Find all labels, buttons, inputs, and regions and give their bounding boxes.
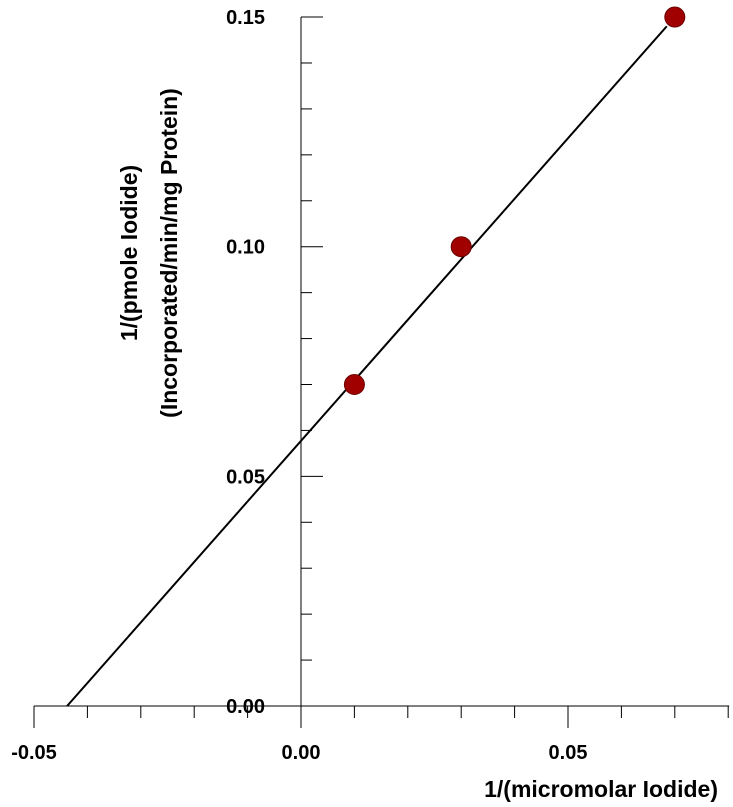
fit-line [66,25,668,707]
x-axis-label: 1/(micromolar Iodide) [484,776,718,802]
data-point [664,6,686,28]
x-tick-label: 0.00 [282,742,321,764]
x-tick-label: -0.05 [11,742,57,764]
y-axis-label-line-2: (Incorporated/min/mg Protein) [156,88,182,418]
y-tick-label: 0.00 [226,696,265,718]
data-point [450,236,472,258]
tick-labels: -0.05 0.00 0.05 0.00 0.05 0.10 0.15 [11,7,587,764]
y-axis-label-line-1: 1/(pmole Iodide) [116,165,142,341]
data-point [343,373,365,395]
y-axis-label-group: 1/(pmole Iodide) (Incorporated/min/mg Pr… [116,88,182,418]
y-tick-label: 0.15 [226,7,265,29]
y-tick-label: 0.05 [226,466,265,488]
fit-line-group [66,25,668,707]
data-points [343,6,686,395]
x-tick-label: 0.05 [549,742,588,764]
y-tick-label: 0.10 [226,237,265,259]
axes [33,16,730,728]
